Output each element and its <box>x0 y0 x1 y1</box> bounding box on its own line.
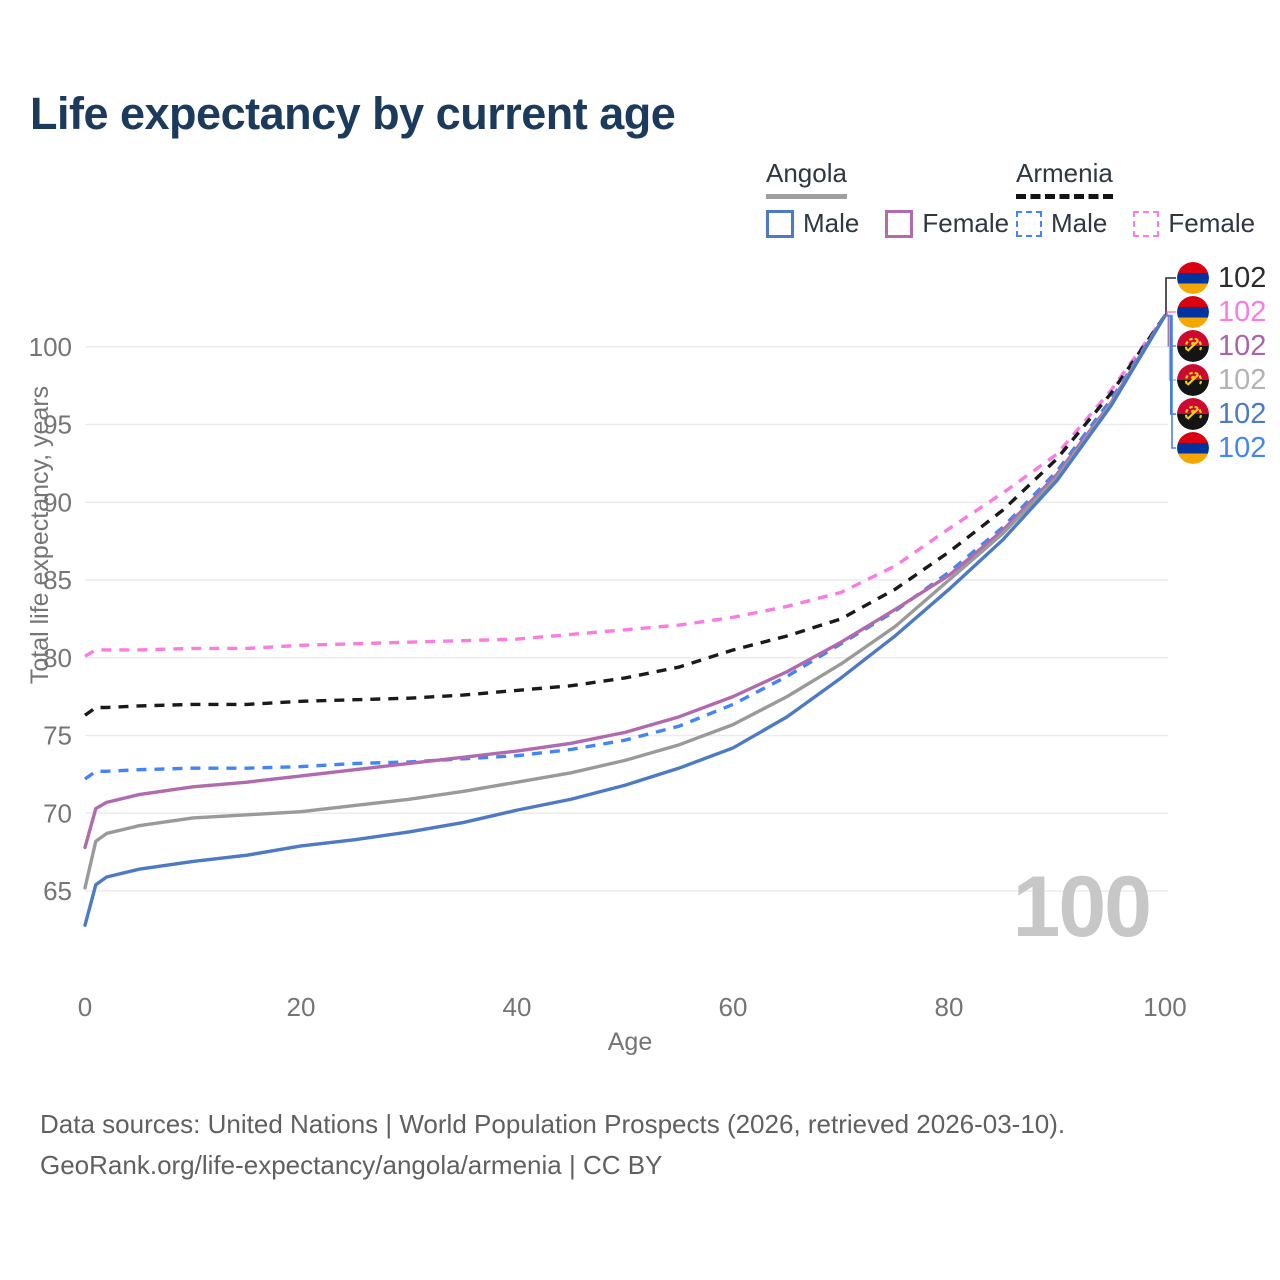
svg-text:20: 20 <box>287 992 316 1022</box>
svg-text:80: 80 <box>43 643 72 673</box>
armenia-male-swatch-icon <box>1016 210 1042 237</box>
end-label-angola-total: 102 <box>1177 364 1266 396</box>
svg-text:100: 100 <box>1143 992 1186 1022</box>
svg-text:75: 75 <box>43 721 72 751</box>
end-value: 102 <box>1218 397 1267 430</box>
angola-flag-icon <box>1177 398 1209 430</box>
end-value: 102 <box>1218 295 1267 328</box>
armenia-flag-icon <box>1177 432 1209 464</box>
end-label-angola-female: 102 <box>1177 330 1266 362</box>
legend-country-angola: Angola <box>766 158 847 199</box>
legend-label: Male <box>803 208 860 238</box>
legend-label: Female <box>1168 208 1256 238</box>
legend-group-angola: Angola Male Female <box>766 158 1009 239</box>
end-value: 102 <box>1218 261 1267 294</box>
svg-text:80: 80 <box>935 992 964 1022</box>
svg-text:Total life expectancy, years: Total life expectancy, years <box>26 386 54 684</box>
legend-country-armenia: Armenia <box>1016 158 1113 199</box>
end-label-armenia-female: 102 <box>1177 296 1266 328</box>
attribution-line: GeoRank.org/life-expectancy/angola/armen… <box>40 1150 663 1180</box>
end-label-armenia-total: 102 <box>1177 262 1266 294</box>
current-age-watermark: 100 <box>1012 859 1153 955</box>
svg-text:Age: Age <box>608 1028 652 1056</box>
svg-text:90: 90 <box>43 487 72 517</box>
legend-toggle-armenia-female[interactable]: Female <box>1133 208 1255 239</box>
end-value: 102 <box>1218 431 1267 464</box>
legend-label: Female <box>922 208 1010 238</box>
armenia-flag-icon <box>1177 262 1209 294</box>
end-label-armenia-male: 102 <box>1177 432 1266 464</box>
end-label-angola-male: 102 <box>1177 398 1266 430</box>
svg-text:95: 95 <box>43 410 72 440</box>
data-sources-line: Data sources: United Nations | World Pop… <box>40 1109 1066 1139</box>
legend-group-armenia: Armenia Male Female <box>1016 158 1255 239</box>
angola-female-swatch-icon <box>885 209 914 238</box>
end-value: 102 <box>1218 363 1267 396</box>
svg-text:0: 0 <box>78 992 92 1022</box>
angola-flag-icon <box>1177 364 1209 396</box>
end-value: 102 <box>1218 329 1267 362</box>
svg-text:100: 100 <box>29 332 72 362</box>
armenia-female-swatch-icon <box>1133 210 1160 237</box>
angola-male-swatch-icon <box>766 209 794 238</box>
svg-text:65: 65 <box>43 876 72 906</box>
svg-text:60: 60 <box>719 992 748 1022</box>
svg-text:70: 70 <box>43 798 72 828</box>
svg-text:40: 40 <box>503 992 532 1022</box>
legend-toggle-armenia-male[interactable]: Male <box>1016 208 1107 239</box>
svg-text:85: 85 <box>43 565 72 595</box>
footer: Data sources: United Nations | World Pop… <box>40 1104 1065 1186</box>
legend-label: Male <box>1051 208 1108 238</box>
legend-toggle-angola-male[interactable]: Male <box>766 208 859 239</box>
page-title: Life expectancy by current age <box>30 88 676 139</box>
legend-toggle-angola-female[interactable]: Female <box>885 208 1009 239</box>
armenia-flag-icon <box>1177 296 1209 328</box>
angola-flag-icon <box>1177 330 1209 362</box>
